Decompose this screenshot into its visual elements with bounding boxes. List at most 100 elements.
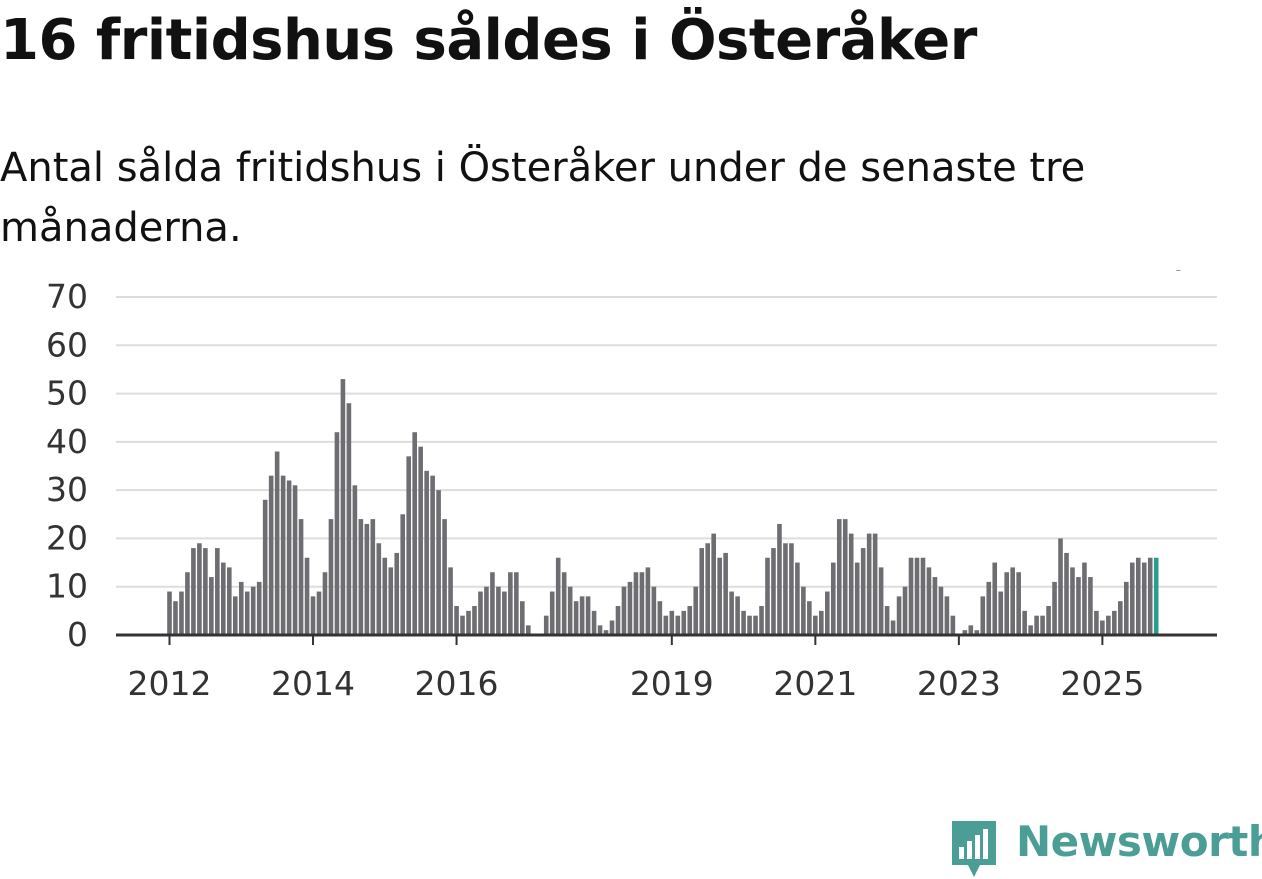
bar-125 (914, 557, 920, 635)
bar-165 (1153, 557, 1159, 635)
bar-88 (693, 586, 699, 635)
bar-40 (406, 456, 411, 635)
bar-154 (1088, 577, 1093, 635)
bar-101 (771, 548, 776, 635)
bar-143 (1022, 610, 1027, 635)
bar-76 (621, 586, 627, 635)
bar-37 (388, 567, 394, 635)
bar-139 (998, 591, 1004, 635)
bar-84 (669, 610, 675, 635)
bar-96 (741, 610, 746, 635)
bar-164 (1147, 557, 1153, 635)
bar-118 (872, 533, 878, 635)
bar-126 (920, 557, 926, 635)
bar-113 (842, 519, 848, 635)
bar-136 (980, 596, 986, 635)
bar-47 (448, 567, 453, 635)
bar-48 (454, 606, 459, 635)
bar-56 (502, 591, 507, 635)
y-axis-ticks: 0 10 20 30 40 50 60 70 (46, 277, 88, 654)
bar-142 (1016, 572, 1021, 635)
bar-100 (765, 557, 770, 635)
bar-chart-speech-icon (952, 821, 996, 877)
bar-18 (274, 451, 280, 635)
bar-35 (376, 543, 382, 635)
bar-11 (232, 596, 238, 635)
bar-74 (609, 620, 615, 635)
bar-21 (292, 485, 298, 635)
bar-135 (974, 630, 980, 635)
bar-39 (400, 514, 406, 635)
x-tick-label-2023: 2023 (917, 664, 1001, 703)
bar-79 (639, 572, 645, 635)
bar-1 (173, 601, 178, 635)
bar-chart: 0 10 20 30 40 50 60 70 2012 2014 2016 2019 2021 2023… (46, 270, 1217, 703)
brand-name: Newsworthy (1016, 817, 1262, 866)
bar-109 (819, 610, 824, 635)
bar-69 (579, 596, 585, 635)
bar-67 (567, 586, 573, 635)
bar-6 (203, 548, 208, 635)
bar-22 (298, 519, 304, 635)
bar-159 (1118, 601, 1123, 635)
bar-68 (573, 601, 579, 635)
x-tick-label-2021: 2021 (773, 664, 857, 703)
bar-122 (896, 596, 902, 635)
bar-162 (1135, 557, 1141, 635)
y-tick-label-10: 10 (46, 567, 88, 606)
bar-63 (543, 615, 549, 635)
bar-124 (908, 557, 914, 635)
bar-23 (304, 557, 310, 635)
y-tick-label-20: 20 (46, 518, 88, 557)
bar-2 (179, 591, 184, 635)
bar-58 (514, 572, 519, 635)
bar-60 (526, 625, 531, 635)
bar-30 (346, 403, 352, 635)
bar-75 (615, 606, 621, 635)
bar-161 (1129, 562, 1135, 635)
bar-106 (801, 586, 806, 635)
bar-130 (944, 596, 950, 635)
bar-115 (854, 562, 860, 635)
x-tick-label-2025: 2025 (1060, 664, 1144, 703)
bar-87 (687, 606, 693, 635)
bar-121 (890, 620, 896, 635)
bar-107 (807, 601, 812, 635)
bar-94 (729, 591, 734, 635)
x-tick-label-2014: 2014 (271, 664, 355, 703)
bar-99 (759, 606, 764, 635)
bar-148 (1052, 581, 1057, 635)
bar-38 (394, 552, 400, 635)
bar-144 (1028, 625, 1033, 635)
bar-59 (520, 601, 525, 635)
bar-series (167, 379, 1159, 635)
data-label-last: 16 (1148, 270, 1187, 278)
bar-78 (633, 572, 639, 635)
bar-65 (555, 557, 561, 635)
bar-57 (508, 572, 513, 635)
bar-160 (1124, 581, 1129, 635)
bar-66 (561, 572, 567, 635)
bar-0 (167, 591, 172, 635)
bar-134 (968, 625, 974, 635)
newsworthy-logo: Newsworthy (950, 815, 1262, 879)
bar-32 (358, 519, 364, 635)
bar-29 (340, 379, 346, 635)
bar-4 (191, 548, 196, 635)
x-tick-label-2019: 2019 (630, 664, 714, 703)
bar-104 (789, 543, 794, 635)
bar-80 (645, 567, 651, 635)
bar-12 (238, 581, 244, 635)
bar-157 (1106, 615, 1111, 635)
bar-150 (1064, 552, 1069, 635)
bar-55 (496, 586, 501, 635)
bar-13 (244, 591, 250, 635)
y-tick-label-70: 70 (46, 277, 88, 316)
bar-141 (1010, 567, 1015, 635)
bar-71 (591, 610, 597, 635)
bar-73 (603, 630, 609, 635)
y-tick-label-40: 40 (46, 422, 88, 461)
y-tick-label-60: 60 (46, 325, 88, 364)
bar-95 (735, 596, 740, 635)
bar-151 (1070, 567, 1075, 635)
